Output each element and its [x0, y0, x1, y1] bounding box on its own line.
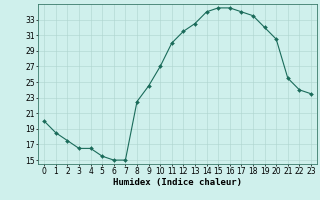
X-axis label: Humidex (Indice chaleur): Humidex (Indice chaleur) [113, 178, 242, 187]
